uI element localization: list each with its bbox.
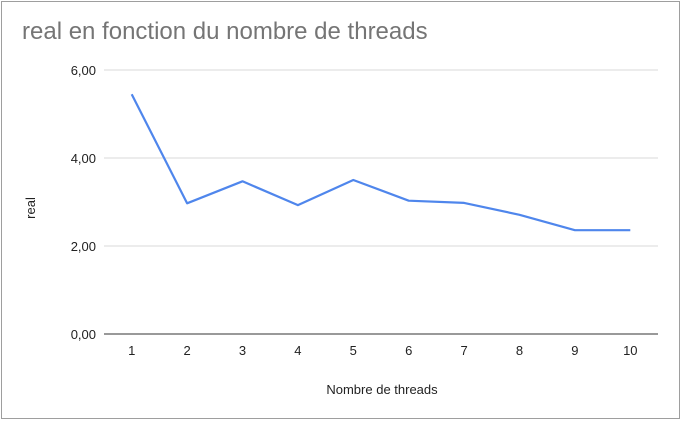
x-tick-label: 2 bbox=[183, 343, 190, 358]
x-axis-title: Nombre de threads bbox=[326, 382, 438, 397]
series-line bbox=[130, 93, 631, 232]
gridlines bbox=[104, 69, 658, 247]
x-tick-label: 3 bbox=[239, 343, 246, 358]
x-tick-label: 9 bbox=[571, 343, 578, 358]
x-tick-label: 10 bbox=[623, 343, 637, 358]
y-tick-label: 4,00 bbox=[71, 151, 96, 166]
x-tick-label: 7 bbox=[460, 343, 467, 358]
x-tick-label: 1 bbox=[128, 343, 135, 358]
x-tick-label: 5 bbox=[350, 343, 357, 358]
chart-title: real en fonction du nombre de threads bbox=[22, 18, 428, 45]
y-axis-ticks: 0,00 2,00 4,00 6,00 bbox=[71, 63, 96, 342]
y-tick-label: 6,00 bbox=[71, 63, 96, 78]
x-tick-label: 4 bbox=[294, 343, 301, 358]
y-axis-title: real bbox=[23, 197, 38, 219]
x-tick-label: 6 bbox=[405, 343, 412, 358]
y-tick-label: 0,00 bbox=[71, 327, 96, 342]
y-tick-label: 2,00 bbox=[71, 239, 96, 254]
x-tick-label: 8 bbox=[516, 343, 523, 358]
x-axis-ticks: 1 2 3 4 5 6 7 8 9 10 bbox=[128, 343, 637, 358]
